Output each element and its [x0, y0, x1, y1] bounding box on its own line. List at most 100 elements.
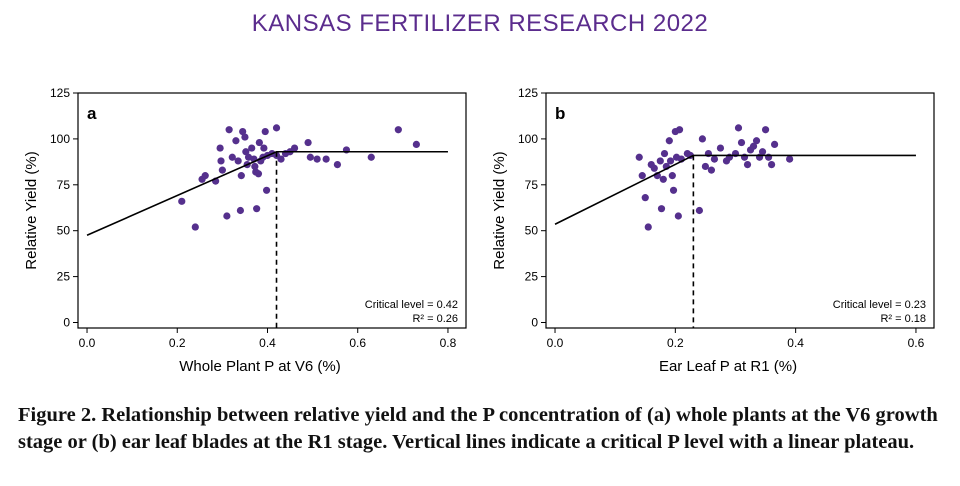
data-point	[254, 170, 263, 178]
data-point	[758, 148, 767, 156]
data-point	[659, 175, 667, 183]
data-point	[237, 172, 245, 180]
x-tick-label: 0.2	[169, 336, 186, 350]
y-axis-label: Relative Yield (%)	[491, 151, 508, 269]
data-point	[716, 144, 725, 152]
data-point	[695, 206, 703, 215]
y-tick-label: 25	[525, 270, 539, 284]
data-point	[239, 127, 247, 136]
data-point	[304, 138, 312, 147]
plot-frame	[545, 92, 935, 329]
data-point	[770, 140, 779, 149]
y-tick-label: 25	[57, 270, 71, 284]
x-tick-label: 0.0	[79, 336, 96, 350]
data-point	[241, 133, 249, 141]
data-point	[232, 137, 240, 145]
data-point	[734, 124, 743, 132]
y-tick-label: 125	[50, 86, 70, 100]
x-tick-label: 0.6	[908, 336, 925, 350]
data-point	[261, 127, 269, 136]
data-point	[786, 155, 794, 163]
data-point	[223, 212, 231, 220]
data-point	[244, 153, 253, 161]
y-tick-label: 100	[518, 132, 538, 146]
panel-label: b	[555, 104, 565, 123]
y-axis-label: Relative Yield (%)	[23, 151, 40, 269]
data-point	[710, 155, 719, 163]
data-point	[698, 135, 707, 143]
data-point	[412, 140, 420, 149]
data-point	[333, 161, 342, 169]
data-point	[737, 138, 746, 147]
plot-frame	[77, 92, 467, 329]
data-point	[191, 223, 199, 231]
y-tick-label: 0	[63, 315, 70, 329]
chart-panel-a: 0 25 50 75 100 125 0.0 0.2 0.4 0.6 0.8 Whole Plant …	[23, 86, 467, 375]
critical-level-annotation: Critical level = 0.23	[833, 299, 926, 311]
y-tick-label: 50	[57, 224, 71, 238]
x-tick-label: 0.4	[259, 336, 276, 350]
data-point	[669, 186, 678, 194]
page-header: KANSAS FERTILIZER RESEARCH 2022	[251, 10, 709, 37]
data-point	[641, 194, 649, 202]
x-tick-label: 0.2	[667, 336, 684, 350]
y-tick-label: 125	[518, 86, 538, 100]
data-point	[228, 153, 236, 161]
chart-panel-b: 0 25 50 75 100 125 0.0 0.2 0.4 0.6 Ear Leaf P at R…	[491, 86, 935, 375]
x-axis-label: Whole Plant P at V6 (%)	[179, 358, 340, 375]
data-point	[236, 206, 245, 215]
y-tick-label: 100	[50, 132, 70, 146]
data-point	[761, 126, 770, 134]
data-point	[668, 172, 676, 180]
data-point	[675, 126, 684, 134]
x-axis-label: Ear Leaf P at R1 (%)	[659, 358, 797, 375]
data-point	[178, 197, 186, 205]
y-tick-label: 50	[525, 224, 539, 238]
data-point	[674, 212, 682, 220]
r-squared-annotation: R² = 0.26	[412, 313, 458, 325]
data-point	[225, 126, 233, 134]
data-point	[306, 153, 314, 161]
data-point	[217, 157, 225, 165]
data-point	[272, 124, 281, 132]
r-squared-annotation: R² = 0.18	[880, 313, 926, 325]
panel-label: a	[87, 104, 97, 123]
x-tick-label: 0.0	[547, 336, 564, 350]
data-point	[248, 144, 256, 152]
y-tick-label: 75	[525, 178, 539, 192]
data-point	[260, 144, 268, 152]
data-point	[638, 172, 646, 180]
data-point	[262, 186, 271, 194]
x-tick-label: 0.8	[440, 336, 457, 350]
figure-panels: 0 25 50 75 100 125 0.0 0.2 0.4 0.6 0.8 Whole Plant …	[23, 86, 935, 375]
data-point	[743, 161, 752, 169]
data-point	[665, 137, 673, 145]
x-tick-label: 0.4	[787, 336, 804, 350]
data-point	[290, 144, 299, 152]
data-point	[666, 157, 675, 165]
data-point	[660, 149, 669, 158]
data-point	[234, 157, 242, 165]
figure-caption: Figure 2. Relationship between relative …	[18, 404, 938, 453]
critical-level-annotation: Critical level = 0.42	[365, 299, 458, 311]
data-point	[701, 162, 710, 171]
y-tick-label: 75	[57, 178, 71, 192]
data-point	[657, 205, 666, 213]
data-point	[253, 205, 261, 213]
data-point	[644, 223, 652, 231]
data-point	[201, 172, 209, 180]
data-point	[242, 148, 250, 156]
fit-line	[554, 154, 916, 225]
data-point	[255, 138, 263, 147]
y-tick-label: 0	[531, 315, 538, 329]
data-point	[367, 153, 375, 161]
data-point	[277, 155, 285, 163]
data-point	[216, 144, 224, 152]
data-point	[635, 153, 643, 161]
data-point	[322, 155, 330, 163]
data-point	[656, 157, 664, 165]
data-point	[251, 162, 259, 171]
data-point	[707, 166, 716, 174]
data-point	[313, 155, 321, 163]
data-point	[650, 164, 658, 172]
